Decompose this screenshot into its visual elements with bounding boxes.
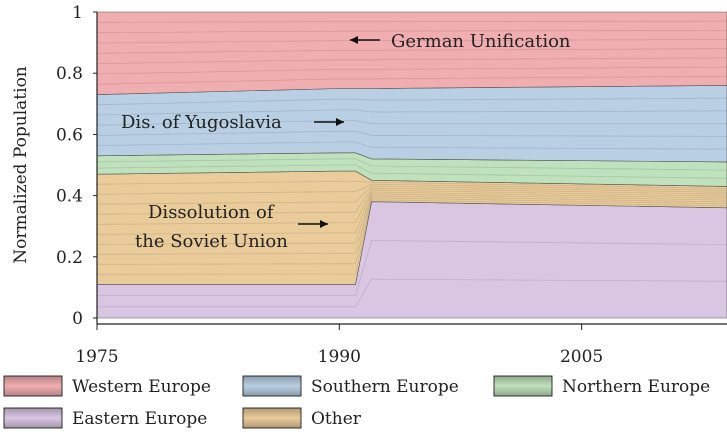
stripe-other [96, 185, 727, 205]
y-tick-label: 0.4 [56, 187, 83, 207]
stripe-western-europe [96, 20, 727, 23]
legend-swatch-shade [494, 376, 552, 396]
stripe-other [96, 183, 727, 195]
legend-swatch-shade [4, 408, 62, 428]
annotation-german-unification: German Unification [391, 31, 571, 52]
annotation-arrowhead [320, 220, 328, 228]
stripe-other [96, 197, 727, 265]
stripe-western-europe [96, 57, 727, 64]
stripe-other [96, 199, 727, 275]
legend-item-western-europe: Western Europe [3, 375, 211, 397]
stripe-western-europe [96, 30, 727, 34]
annotations: German Unification Dis. of Yugoslavia Diss… [121, 31, 571, 252]
stripe-eastern-europe [97, 240, 727, 296]
country-stripes [96, 20, 727, 308]
x-tick-label: 1975 [75, 347, 118, 367]
stripe-southern-europe [96, 109, 727, 116]
annotation-soviet-line1: Dissolution of [148, 202, 275, 223]
annotation-arrowhead [350, 36, 358, 44]
stripe-other [96, 189, 727, 225]
legend-label: Northern Europe [562, 377, 710, 397]
stripe-other [96, 191, 727, 235]
y-axis-label: Normalized Population [11, 66, 31, 264]
legend-item-northern-europe: Northern Europe [493, 375, 710, 397]
annotation-yugoslavia: Dis. of Yugoslavia [121, 112, 282, 133]
y-tick-label: 0 [72, 309, 83, 329]
stripe-other [96, 195, 727, 255]
legend-swatch-shade [243, 376, 301, 396]
legend-label: Eastern Europe [72, 409, 207, 429]
y-tick-label: 0.2 [56, 248, 83, 268]
stripe-other [96, 181, 727, 189]
stripe-northern-europe [96, 158, 727, 171]
stripe-southern-europe [96, 120, 727, 126]
area-western-europe [96, 11, 727, 95]
axes: 0 0.2 0.4 0.6 0.8 1 1975 1990 2005 Normalized Pop… [11, 3, 727, 367]
legend-item-eastern-europe: Eastern Europe [3, 407, 207, 429]
stripe-western-europe [96, 48, 727, 54]
y-tick-label: 1 [72, 3, 83, 23]
annotation-arrowhead [336, 118, 344, 126]
legend-label: Other [311, 409, 362, 429]
area-layers [96, 11, 727, 319]
legend: Western Europe Southern Europe Northern Eu… [3, 375, 710, 429]
legend-swatch-shade [4, 376, 62, 396]
stripe-southern-europe [96, 97, 727, 106]
stripe-southern-europe [96, 130, 727, 137]
legend-label: Southern Europe [311, 377, 459, 397]
stripe-other [96, 193, 727, 245]
x-tick-label: 1990 [318, 347, 361, 367]
stripe-other [96, 187, 727, 215]
annotation-soviet-line2: the Soviet Union [135, 231, 288, 252]
legend-label: Western Europe [72, 377, 211, 397]
stripe-western-europe [96, 75, 727, 85]
legend-item-other: Other [242, 407, 362, 429]
legend-item-southern-europe: Southern Europe [242, 375, 459, 397]
x-tick-label: 2005 [560, 347, 603, 367]
y-tick-label: 0.6 [56, 125, 83, 145]
y-tick-label: 0.8 [56, 64, 83, 84]
stripe-northern-europe [96, 164, 727, 179]
legend-swatch-shade [243, 408, 301, 428]
stripe-eastern-europe [97, 278, 727, 308]
stripe-southern-europe [96, 141, 727, 150]
stripe-western-europe [96, 66, 727, 75]
